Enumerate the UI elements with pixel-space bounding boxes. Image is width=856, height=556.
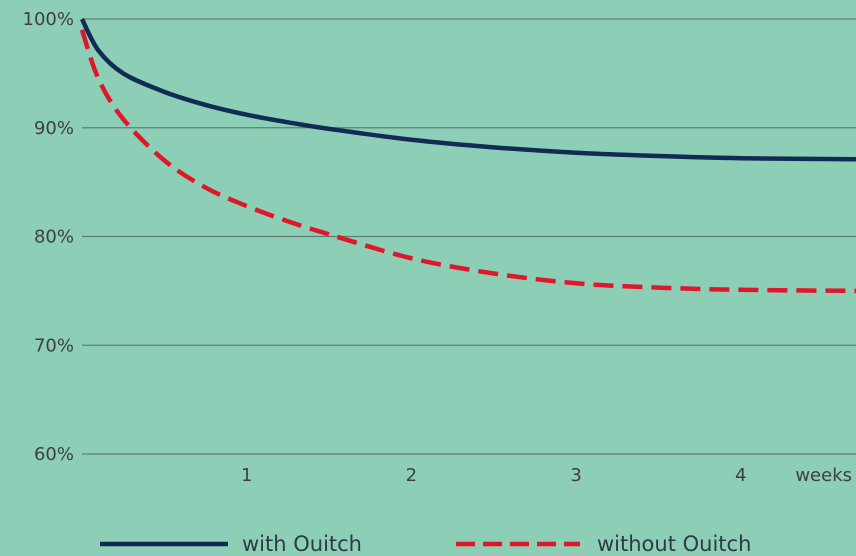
legend-item: with Ouitch — [100, 532, 362, 556]
y-tick-label: 60% — [34, 444, 74, 465]
x-tick-label: 3 — [570, 465, 581, 486]
series-line-without-ouitch — [79, 29, 856, 294]
x-tick-label: 4 — [735, 465, 746, 486]
series-line-with-ouitch — [79, 17, 856, 162]
legend-label: with Ouitch — [242, 532, 362, 556]
y-tick-label: 80% — [34, 227, 74, 248]
grid-layer — [82, 18, 856, 455]
y-tick-label: 70% — [34, 335, 74, 356]
x-axis-labels: 1 2 3 4 weeks — [241, 465, 852, 486]
x-tick-label: 2 — [406, 465, 417, 486]
y-tick-label: 90% — [34, 118, 74, 139]
legend: with Ouitch without Ouitch — [100, 532, 751, 556]
legend-label: without Ouitch — [597, 532, 751, 556]
x-axis-label: weeks — [795, 465, 852, 486]
y-axis-labels: 60% 70% 80% 90% 100% — [23, 9, 74, 465]
x-tick-label: 1 — [241, 465, 252, 486]
series-layer — [79, 17, 856, 294]
y-tick-label: 100% — [23, 9, 74, 30]
legend-item: without Ouitch — [456, 532, 751, 556]
